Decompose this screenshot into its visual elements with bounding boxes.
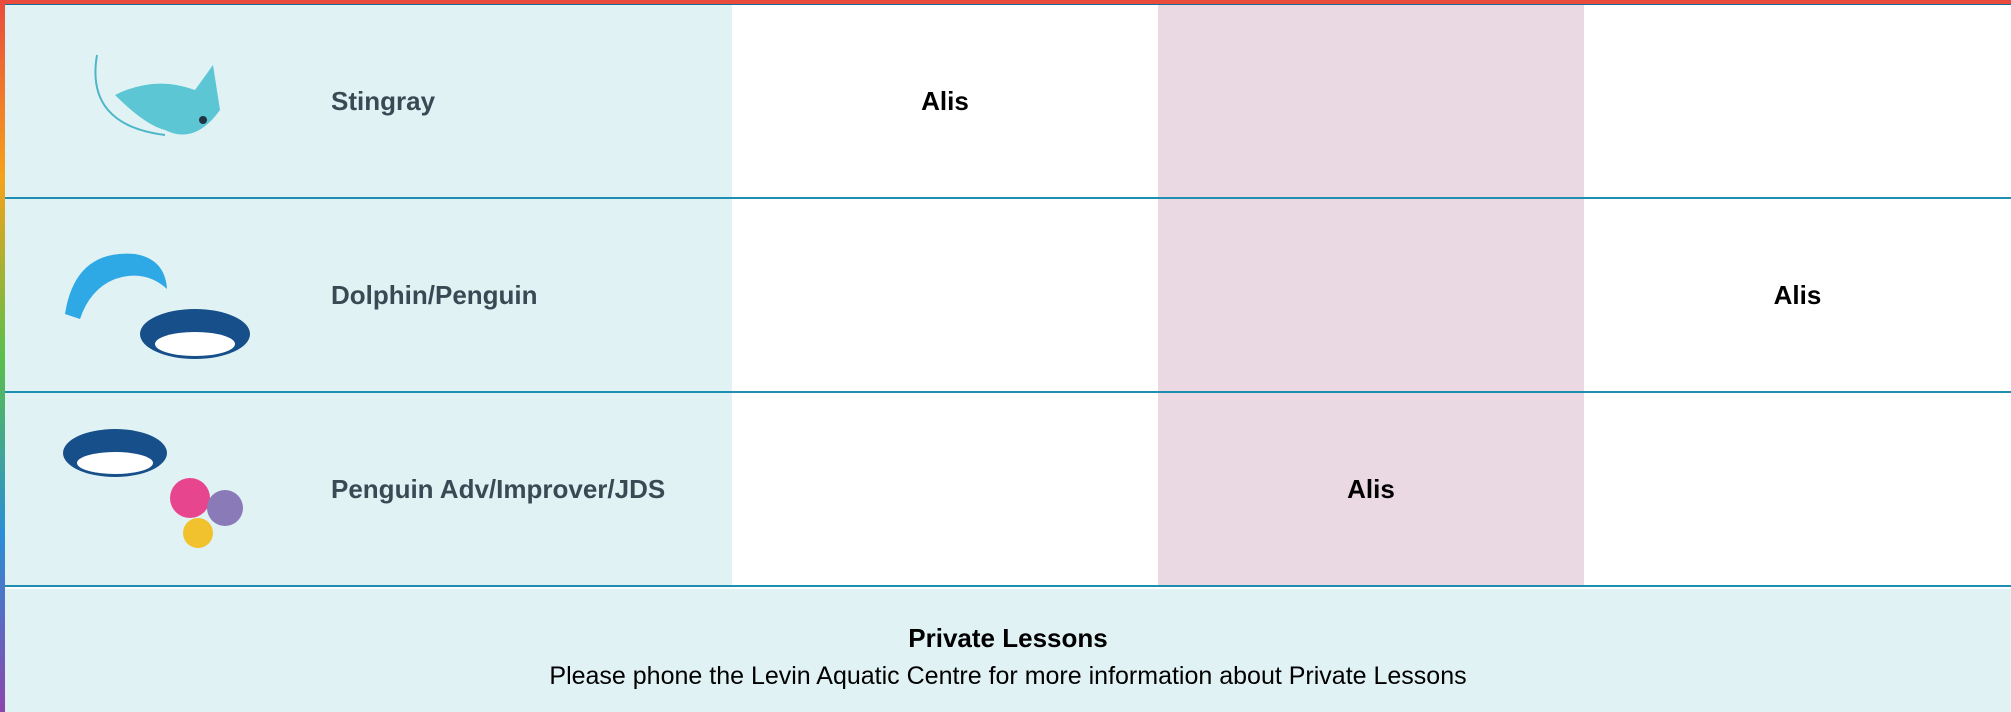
schedule-cell (1584, 5, 2011, 197)
table-row: Penguin Adv/Improver/JDS Alis (5, 393, 2011, 587)
dolphin-penguin-icon (65, 253, 250, 359)
table-row: Stingray Alis (5, 5, 2011, 199)
table-row: Dolphin/Penguin Alis (5, 199, 2011, 393)
footer-title: Private Lessons (908, 623, 1108, 653)
schedule-table: Stingray Alis Dolphin/Penguin Alis Pengu… (5, 4, 2011, 712)
footer-text: Please phone the Levin Aquatic Centre fo… (549, 662, 1467, 690)
level-label: Stingray (331, 85, 436, 116)
stingray-icon (94, 54, 220, 136)
level-label: Dolphin/Penguin (331, 279, 538, 310)
level-cell: Penguin Adv/Improver/JDS (5, 393, 732, 585)
schedule-cell: Alis (1584, 199, 2011, 391)
level-label: Penguin Adv/Improver/JDS (331, 473, 666, 504)
level-cell: Stingray (5, 5, 732, 197)
schedule-cell (1584, 393, 2011, 585)
footer: Private Lessons Please phone the Levin A… (5, 589, 2011, 712)
level-cell: Dolphin/Penguin (5, 199, 732, 391)
schedule-cell (1158, 199, 1584, 391)
schedule-cell (732, 199, 1158, 391)
schedule-cell (1158, 5, 1584, 197)
schedule-cell: Alis (732, 5, 1158, 197)
schedule-cell: Alis (1158, 393, 1584, 585)
penguin-urchin-icon (63, 429, 243, 548)
schedule-cell (732, 393, 1158, 585)
